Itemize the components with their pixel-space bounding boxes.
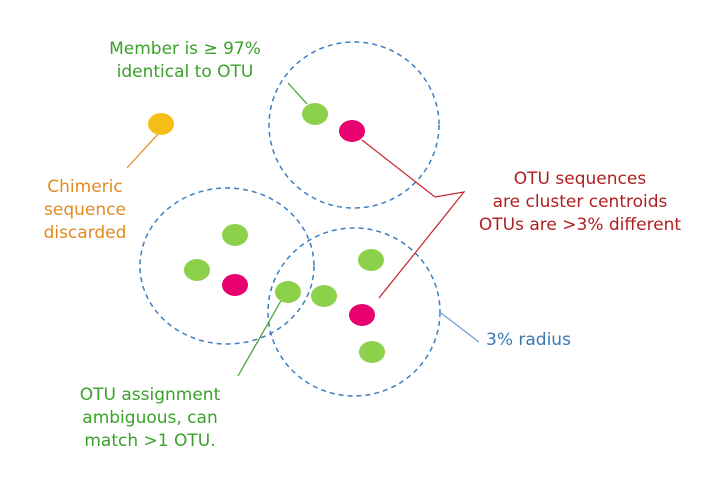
otu-sequences-label-line: are cluster centroids [492, 192, 668, 212]
chimeric-sequence-dot [148, 113, 174, 135]
centroid-dot [339, 120, 365, 142]
chimeric-label: Chimeric sequence discarded [20, 176, 150, 245]
member-leader-line [287, 82, 308, 105]
radius-label: 3% radius [486, 330, 571, 350]
ambiguous-member-dot [275, 281, 301, 303]
ambiguous-leader-line [237, 298, 283, 377]
centroid-dot [349, 304, 375, 326]
chimeric-label-line: sequence [44, 200, 126, 220]
member-label: Member is ≥ 97% identical to OTU [90, 38, 280, 84]
cluster-right-circle [267, 227, 441, 397]
chimeric-label-line: Chimeric [47, 177, 123, 197]
centroid-dot [222, 274, 248, 296]
ambiguous-label: OTU assignment ambiguous, can match >1 O… [50, 384, 250, 453]
chimeric-label-line: discarded [43, 223, 127, 243]
otu-sequences-label-line: OTU sequences [513, 169, 647, 189]
member-label-line: identical to OTU [116, 62, 254, 82]
cluster-top-circle [268, 41, 440, 209]
radius-leader-line [440, 312, 480, 343]
member-dot [222, 224, 248, 246]
cluster-left-circle [139, 187, 315, 345]
ambiguous-label-line: match >1 OTU. [84, 431, 216, 451]
ambiguous-label-line: ambiguous, can [82, 408, 218, 428]
ambiguous-label-line: OTU assignment [79, 385, 221, 405]
chimeric-leader-line [126, 132, 160, 169]
centroid-leader-line [361, 139, 466, 299]
member-label-line: Member is ≥ 97% [109, 39, 261, 59]
ambiguous-member-dot [311, 285, 337, 307]
member-dot [302, 103, 328, 125]
otu-sequences-label: OTU sequences are cluster centroids OTUs… [455, 168, 705, 237]
member-dot [184, 259, 210, 281]
member-dot [359, 341, 385, 363]
otu-sequences-label-line: OTUs are >3% different [478, 215, 682, 235]
member-dot [358, 249, 384, 271]
